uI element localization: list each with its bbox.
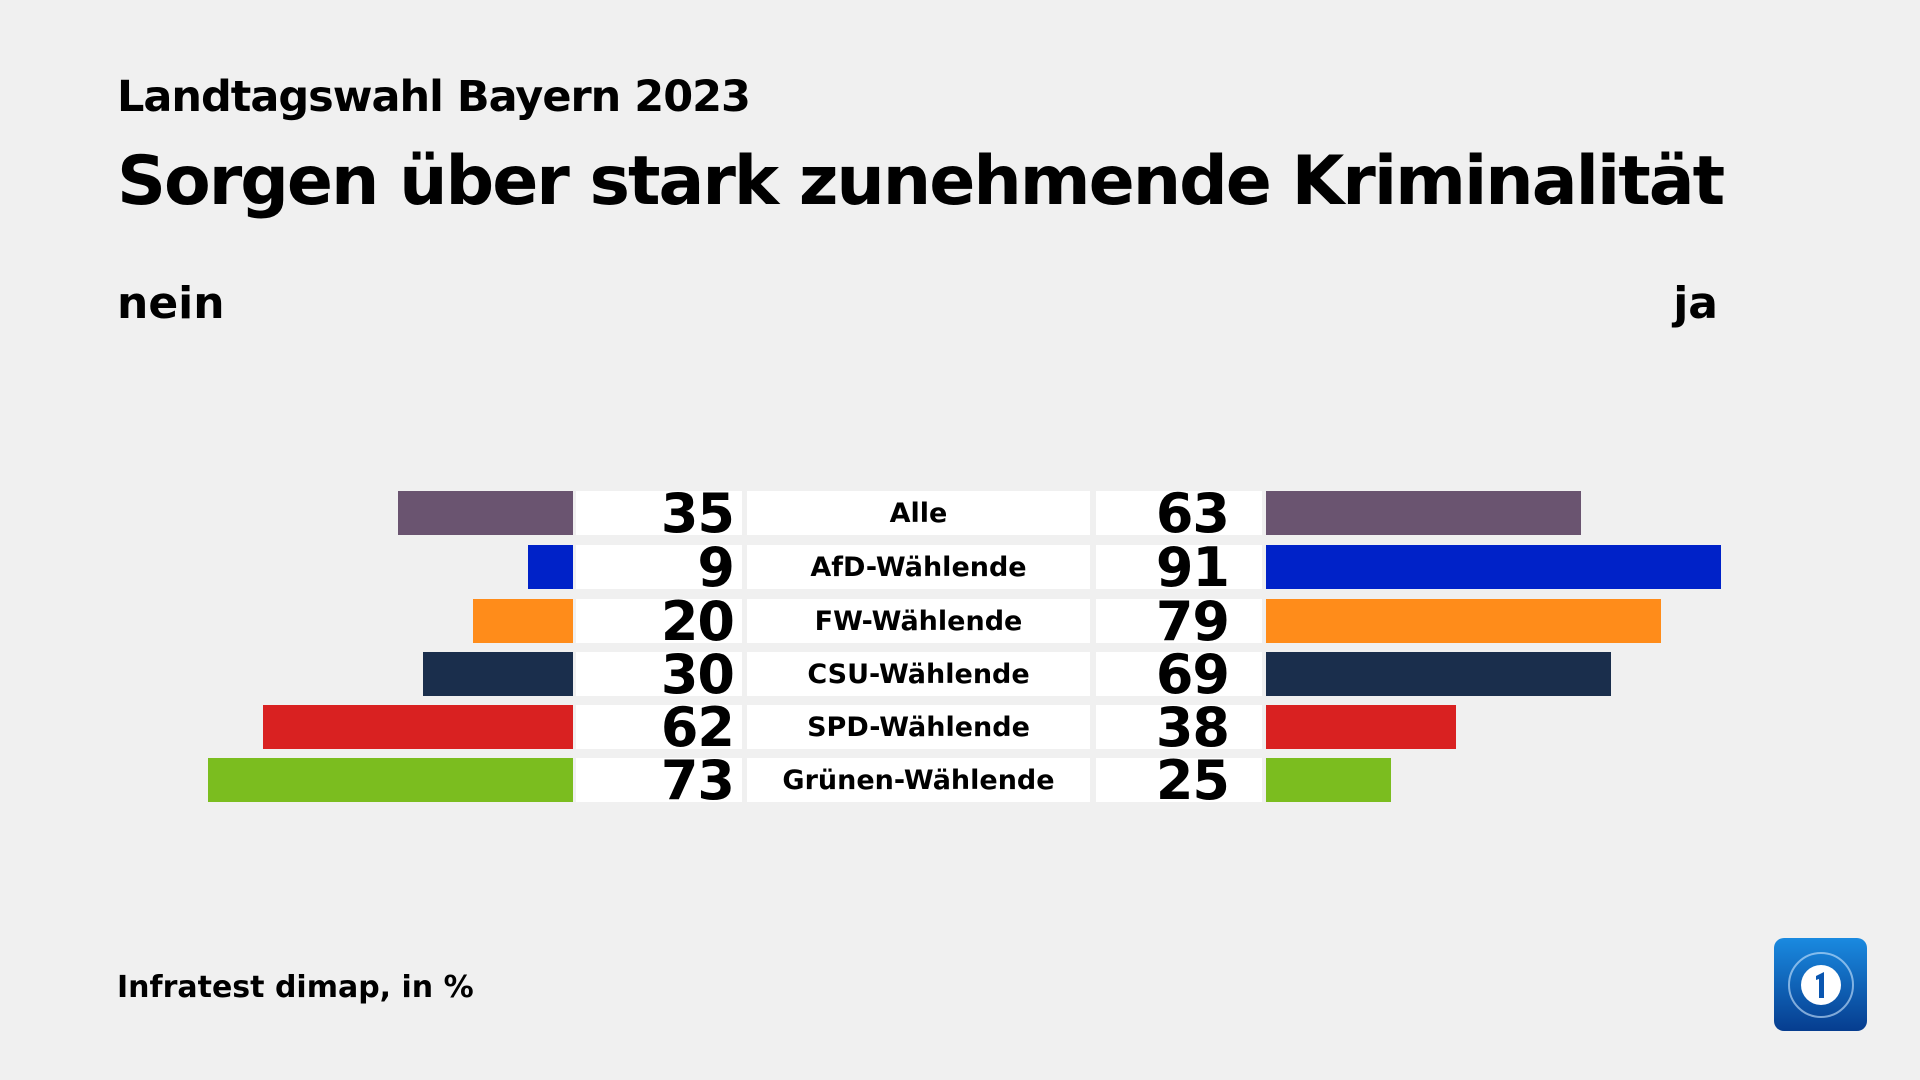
value-ja-4: 38 xyxy=(1096,696,1262,759)
category-label-0: Alle xyxy=(747,491,1090,535)
bar-ja-4 xyxy=(1266,705,1456,749)
value-nein-4: 62 xyxy=(576,696,742,759)
value-ja-2: 79 xyxy=(1096,590,1262,653)
chart-subtitle: Landtagswahl Bayern 2023 xyxy=(117,72,751,122)
value-ja-0: 63 xyxy=(1096,482,1262,545)
bar-nein-0 xyxy=(398,491,573,535)
category-label-5: Grünen-Wählende xyxy=(747,758,1090,802)
category-label-3: CSU-Wählende xyxy=(747,652,1090,696)
value-nein-5: 73 xyxy=(576,749,742,812)
bar-nein-3 xyxy=(423,652,573,696)
bar-nein-1 xyxy=(528,545,573,589)
value-nein-2: 20 xyxy=(576,590,742,653)
value-nein-1: 9 xyxy=(576,536,742,599)
value-nein-0: 35 xyxy=(576,482,742,545)
bar-nein-2 xyxy=(473,599,573,643)
right-axis-label: ja xyxy=(1673,278,1718,329)
value-nein-3: 30 xyxy=(576,643,742,706)
category-label-1: AfD-Wählende xyxy=(747,545,1090,589)
tagesschau-logo xyxy=(1774,938,1867,1031)
bar-ja-3 xyxy=(1266,652,1611,696)
category-label-4: SPD-Wählende xyxy=(747,705,1090,749)
left-axis-label: nein xyxy=(117,278,225,329)
bar-ja-0 xyxy=(1266,491,1581,535)
value-ja-5: 25 xyxy=(1096,749,1262,812)
bar-ja-5 xyxy=(1266,758,1391,802)
source-note: Infratest dimap, in % xyxy=(117,970,474,1005)
bar-nein-4 xyxy=(263,705,573,749)
value-ja-1: 91 xyxy=(1096,536,1262,599)
bar-ja-2 xyxy=(1266,599,1661,643)
bar-ja-1 xyxy=(1266,545,1721,589)
ard-one-icon xyxy=(1787,951,1854,1018)
bar-nein-5 xyxy=(208,758,573,802)
value-ja-3: 69 xyxy=(1096,643,1262,706)
chart-title: Sorgen über stark zunehmende Kriminalitä… xyxy=(117,142,1725,221)
category-label-2: FW-Wählende xyxy=(747,599,1090,643)
